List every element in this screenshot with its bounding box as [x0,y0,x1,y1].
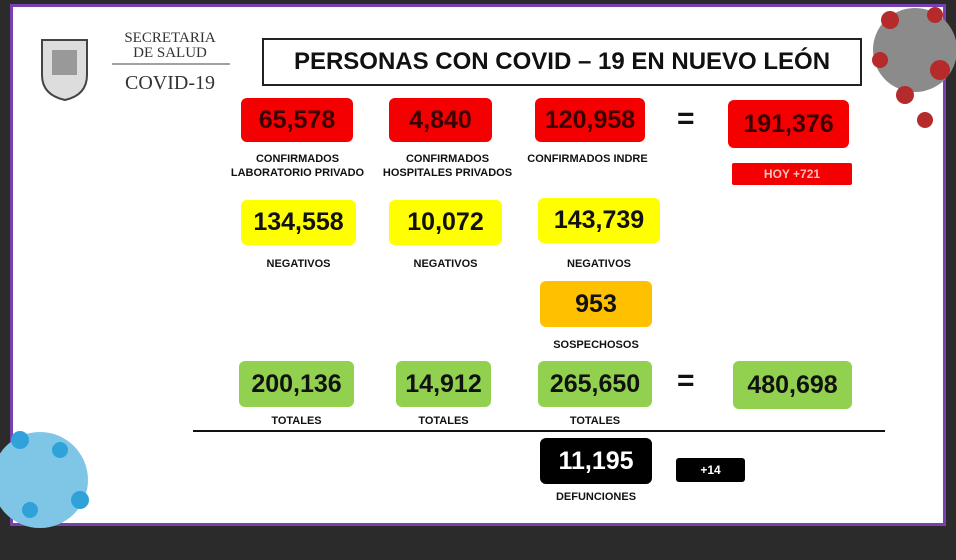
card [10,4,946,526]
value-box: 265,650 [538,361,652,407]
label: TOTALES [271,415,322,427]
value-box: 65,578 [241,98,353,142]
virus-bottom [0,431,89,528]
value-box: 11,195 [540,438,652,484]
org: DE SALUD [133,45,207,61]
label: SOSPECHOSOS [553,339,639,351]
value-box: 953 [540,281,652,327]
virus-top [872,7,956,128]
value-box: 120,958 [535,98,645,142]
label: NEGATIVOS [413,258,478,270]
label-line: LABORATORIO PRIVADO [230,167,365,179]
label-line: CONFIRMADOS [255,153,340,165]
logo [41,39,230,102]
value-box: 14,912 [396,361,491,407]
value-box: 134,558 [241,200,356,245]
value-box: 143,739 [538,198,660,243]
title: PERSONAS CON COVID – 19 EN NUEVO LEÓN [262,38,862,86]
label: DEFUNCIONES [555,491,637,503]
label: CONFIRMADOS LABORATORIO PRIVADO [220,152,375,180]
label: NEGATIVOS [266,258,331,270]
label: CONFIRMADOS HOSPITALES PRIVADOS [375,152,520,180]
today-box: +14 [676,458,745,482]
value-box: 10,072 [389,200,502,245]
label-line: CONFIRMADOS [405,153,490,165]
label: TOTALES [569,415,621,427]
label: TOTALES [418,415,469,427]
label-line: CONFIRMADOS INDRE [527,153,648,165]
org: SECRETARIA [124,30,216,46]
value-box: 200,136 [239,361,354,407]
label-line: HOSPITALES PRIVADOS [382,167,513,179]
value-box: 480,698 [733,361,852,409]
today-box: HOY +721 [732,163,852,185]
value-box: 4,840 [389,98,492,142]
label: NEGATIVOS [567,258,631,270]
equals: = [677,364,695,397]
label: CONFIRMADOS INDRE [515,152,660,166]
equals: = [677,102,695,135]
program: COVID-19 [125,72,215,94]
value-box: 191,376 [728,100,849,148]
